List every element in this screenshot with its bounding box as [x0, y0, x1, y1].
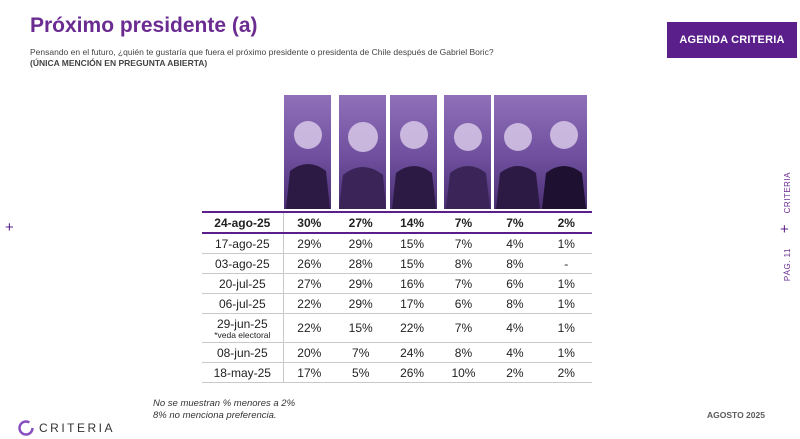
- veda-note: *veda electoral: [214, 329, 271, 340]
- value-cell: 8%: [489, 293, 541, 314]
- value-cell: 7%: [437, 313, 490, 343]
- value-cell: 20%: [283, 342, 335, 363]
- date-cell: 03-ago-25: [202, 253, 284, 274]
- value-cell: 8%: [437, 342, 490, 363]
- table-row: 17-ago-25 29% 29% 15% 7% 4% 1%: [202, 233, 592, 254]
- value-cell: 15%: [386, 233, 438, 254]
- value-cell: 7%: [437, 211, 490, 234]
- footnote-no-preference: 8% no menciona preferencia.: [153, 410, 277, 421]
- value-cell: 22%: [283, 313, 335, 343]
- candidate-photo-5: [494, 95, 541, 209]
- value-cell: 6%: [489, 273, 541, 294]
- footnote-min: No se muestran % menores a 2%: [153, 398, 296, 409]
- candidate-photo-4: [444, 95, 491, 209]
- value-cell: 28%: [335, 253, 387, 274]
- logo-text: CRITERIA: [39, 421, 116, 435]
- value-cell: 7%: [335, 342, 387, 363]
- poll-table: 24-ago-25 30% 27% 14% 7% 7% 2% 17-ago-25 29% 29% 1…: [202, 211, 592, 383]
- value-cell: 22%: [386, 313, 438, 343]
- value-cell: 15%: [386, 253, 438, 274]
- date-label: 06-jul-25: [218, 296, 266, 311]
- date-label: 17-ago-25: [214, 236, 270, 251]
- question-note: (ÚNICA MENCIÓN EN PREGUNTA ABIERTA): [30, 58, 208, 68]
- value-cell: 4%: [489, 342, 541, 363]
- date-label: 29-jun-25: [216, 316, 268, 331]
- table-row: 24-ago-25 30% 27% 14% 7% 7% 2%: [202, 211, 592, 234]
- value-cell: 30%: [283, 211, 335, 234]
- value-cell: 4%: [489, 233, 541, 254]
- value-cell: -: [540, 253, 592, 274]
- value-cell: 4%: [489, 313, 541, 343]
- table-row: 29-jun-25 *veda electoral 22% 15% 22% 7% 4% 1%: [202, 313, 592, 343]
- value-cell: 15%: [335, 313, 387, 343]
- date-label: 08-jun-25: [216, 345, 268, 360]
- agenda-criteria-button[interactable]: AGENDA CRITERIA: [667, 22, 797, 58]
- value-cell: 14%: [386, 211, 438, 234]
- date-cell: 20-jul-25: [202, 273, 284, 294]
- value-cell: 29%: [335, 233, 387, 254]
- value-cell: 1%: [540, 342, 592, 363]
- date-label: 24-ago-25: [214, 215, 271, 230]
- page-number: PÁG. 11: [783, 248, 792, 282]
- value-cell: 1%: [540, 273, 592, 294]
- criteria-logo: CRITERIA: [18, 420, 115, 436]
- value-cell: 2%: [489, 362, 541, 383]
- date-cell: 29-jun-25 *veda electoral: [202, 313, 284, 343]
- value-cell: 7%: [489, 211, 541, 234]
- value-cell: 8%: [437, 253, 490, 274]
- candidate-photo-2: [339, 95, 386, 209]
- value-cell: 24%: [386, 342, 438, 363]
- candidate-photo-1: [284, 95, 331, 209]
- value-cell: 26%: [386, 362, 438, 383]
- criteria-logo-icon: [18, 420, 34, 436]
- value-cell: 7%: [437, 273, 490, 294]
- date-cell: 08-jun-25: [202, 342, 284, 363]
- value-cell: 29%: [283, 233, 335, 254]
- value-cell: 10%: [437, 362, 490, 383]
- question-text: Pensando en el futuro, ¿quién te gustarí…: [30, 47, 494, 57]
- value-cell: 29%: [335, 273, 387, 294]
- value-cell: 22%: [283, 293, 335, 314]
- candidate-photo-3: [390, 95, 437, 209]
- value-cell: 6%: [437, 293, 490, 314]
- date-cell: 18-may-25: [202, 362, 284, 383]
- table-row: 03-ago-25 26% 28% 15% 8% 8% -: [202, 253, 592, 274]
- value-cell: 5%: [335, 362, 387, 383]
- value-cell: 27%: [335, 211, 387, 234]
- value-cell: 8%: [489, 253, 541, 274]
- value-cell: 1%: [540, 293, 592, 314]
- value-cell: 2%: [540, 211, 592, 234]
- value-cell: 17%: [386, 293, 438, 314]
- value-cell: 16%: [386, 273, 438, 294]
- date-cell: 24-ago-25: [202, 211, 284, 234]
- plus-icon: +: [780, 221, 789, 238]
- value-cell: 29%: [335, 293, 387, 314]
- date-cell: 06-jul-25: [202, 293, 284, 314]
- value-cell: 1%: [540, 233, 592, 254]
- value-cell: 27%: [283, 273, 335, 294]
- date-label: 20-jul-25: [218, 276, 266, 291]
- table-row: 06-jul-25 22% 29% 17% 6% 8% 1%: [202, 293, 592, 314]
- table-row: 20-jul-25 27% 29% 16% 7% 6% 1%: [202, 273, 592, 294]
- side-brand-label: CRITERIA: [783, 172, 792, 214]
- value-cell: 2%: [540, 362, 592, 383]
- value-cell: 26%: [283, 253, 335, 274]
- plus-icon: +: [5, 219, 14, 236]
- date-label: 03-ago-25: [214, 256, 270, 271]
- page-title: Próximo presidente (a): [30, 14, 258, 37]
- value-cell: 17%: [283, 362, 335, 383]
- value-cell: 7%: [437, 233, 490, 254]
- date-cell: 17-ago-25: [202, 233, 284, 254]
- table-row: 08-jun-25 20% 7% 24% 8% 4% 1%: [202, 342, 592, 363]
- table-row: 18-may-25 17% 5% 26% 10% 2% 2%: [202, 362, 592, 383]
- report-date: AGOSTO 2025: [707, 410, 765, 420]
- value-cell: 1%: [540, 313, 592, 343]
- date-label: 18-may-25: [213, 365, 271, 380]
- candidate-photo-6: [540, 95, 587, 209]
